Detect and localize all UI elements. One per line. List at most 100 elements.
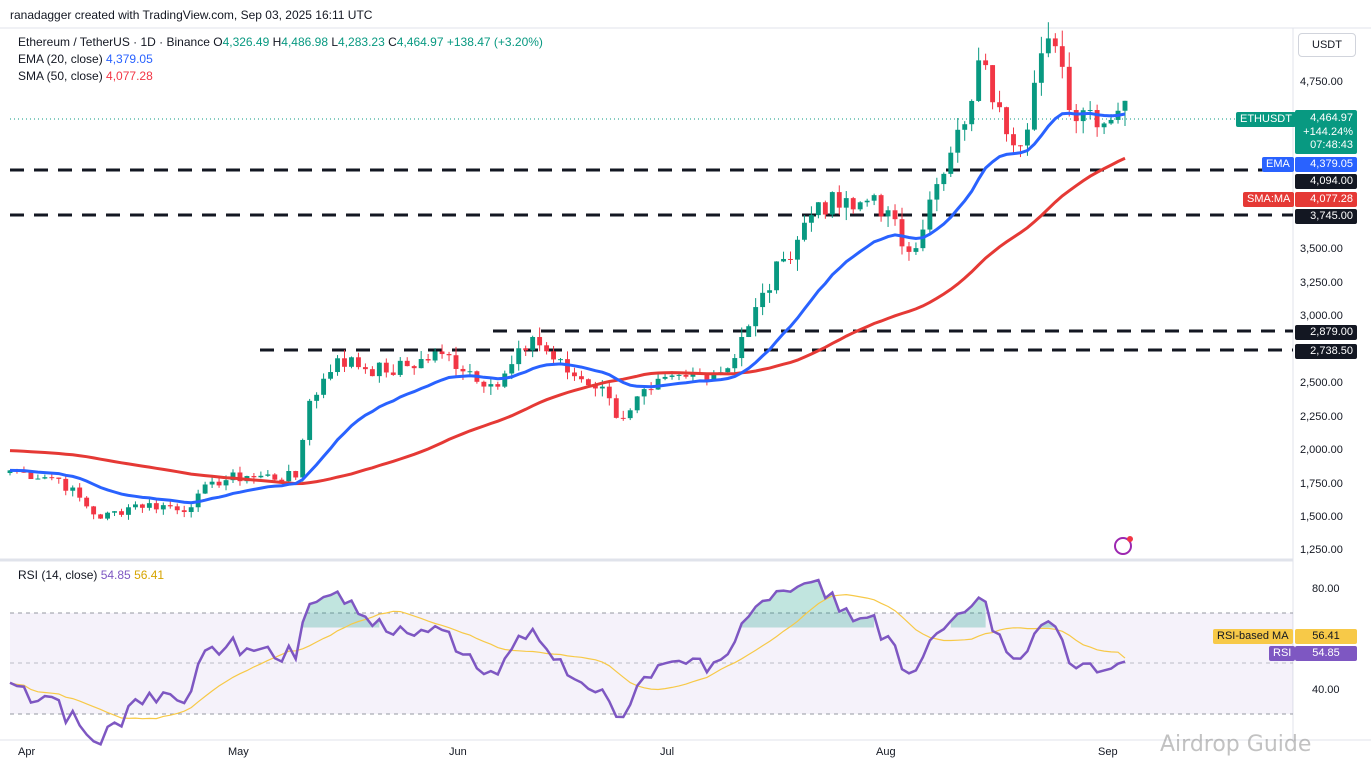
candle-body[interactable] xyxy=(934,184,940,200)
candle-body[interactable] xyxy=(42,477,48,479)
candle-body[interactable] xyxy=(788,258,793,260)
candle-body[interactable] xyxy=(230,472,236,481)
candle-body[interactable] xyxy=(711,374,717,382)
candle-body[interactable] xyxy=(119,511,124,515)
candle-body[interactable] xyxy=(634,396,640,411)
candle-body[interactable] xyxy=(84,497,90,507)
candle-body[interactable] xyxy=(892,210,898,220)
candle-body[interactable] xyxy=(153,503,159,510)
candle-body[interactable] xyxy=(962,124,968,130)
candle-body[interactable] xyxy=(223,480,229,486)
candle-body[interactable] xyxy=(397,360,403,375)
candle-body[interactable] xyxy=(209,481,215,485)
candle-body[interactable] xyxy=(871,195,877,201)
candle-body[interactable] xyxy=(77,487,83,498)
candle-body[interactable] xyxy=(181,510,187,513)
candle-body[interactable] xyxy=(509,364,515,374)
candle-body[interactable] xyxy=(850,198,856,210)
candle-body[interactable] xyxy=(990,65,996,103)
candle-body[interactable] xyxy=(265,474,271,476)
candle-body[interactable] xyxy=(1094,110,1100,128)
rsi-legend[interactable]: RSI (14, close) 54.85 56.41 xyxy=(18,568,164,582)
candle-body[interactable] xyxy=(544,345,550,352)
candle-body[interactable] xyxy=(885,210,891,217)
candle-body[interactable] xyxy=(864,200,870,203)
candle-body[interactable] xyxy=(585,379,591,386)
candle-body[interactable] xyxy=(1101,123,1107,128)
candle-body[interactable] xyxy=(704,372,710,382)
currency-button[interactable]: USDT xyxy=(1298,33,1356,57)
candle-body[interactable] xyxy=(21,471,27,473)
candle-body[interactable] xyxy=(216,481,222,486)
candle-body[interactable] xyxy=(258,475,264,478)
candle-body[interactable] xyxy=(627,410,633,419)
candle-body[interactable] xyxy=(174,506,180,511)
candle-body[interactable] xyxy=(857,202,863,210)
candle-body[interactable] xyxy=(558,359,563,361)
candle-body[interactable] xyxy=(1087,110,1093,112)
candle-body[interactable] xyxy=(836,192,842,208)
candle-body[interactable] xyxy=(774,261,780,291)
candle-body[interactable] xyxy=(328,372,334,379)
candle-body[interactable] xyxy=(251,476,257,478)
candle-body[interactable] xyxy=(669,375,675,377)
candle-body[interactable] xyxy=(237,472,243,482)
candle-body[interactable] xyxy=(516,348,522,365)
candle-body[interactable] xyxy=(488,384,494,387)
candle-body[interactable] xyxy=(132,504,138,508)
candle-body[interactable] xyxy=(760,292,766,308)
candle-body[interactable] xyxy=(795,239,800,260)
candle-body[interactable] xyxy=(390,372,396,375)
candle-body[interactable] xyxy=(460,368,466,372)
candle-body[interactable] xyxy=(523,348,529,351)
candle-body[interactable] xyxy=(620,417,626,419)
candle-body[interactable] xyxy=(613,398,619,418)
candle-body[interactable] xyxy=(146,503,152,508)
candle-body[interactable] xyxy=(1004,107,1009,135)
candle-body[interactable] xyxy=(1031,82,1037,130)
candle-body[interactable] xyxy=(815,202,821,216)
candle-body[interactable] xyxy=(467,371,473,373)
sma-50-line[interactable] xyxy=(9,156,1126,486)
candle-body[interactable] xyxy=(739,337,745,359)
flash-icon[interactable] xyxy=(1114,536,1133,555)
candle-body[interactable] xyxy=(829,192,835,215)
candle-body[interactable] xyxy=(683,374,689,377)
candle-body[interactable] xyxy=(899,219,905,247)
rsi-line[interactable] xyxy=(9,578,1126,746)
candle-body[interactable] xyxy=(955,129,961,153)
candle-body[interactable] xyxy=(404,360,410,367)
candle-body[interactable] xyxy=(439,351,445,355)
candle-body[interactable] xyxy=(878,195,884,217)
candle-body[interactable] xyxy=(425,359,431,361)
candle-body[interactable] xyxy=(808,215,814,223)
candle-body[interactable] xyxy=(927,199,933,230)
candle-body[interactable] xyxy=(599,386,605,389)
candle-body[interactable] xyxy=(732,358,738,369)
candle-body[interactable] xyxy=(1080,110,1086,122)
candle-body[interactable] xyxy=(753,307,759,327)
candle-body[interactable] xyxy=(167,505,173,507)
candle-body[interactable] xyxy=(781,258,786,262)
candle-body[interactable] xyxy=(202,484,208,494)
candle-body[interactable] xyxy=(676,374,682,376)
candle-body[interactable] xyxy=(70,487,76,491)
candle-body[interactable] xyxy=(342,358,347,367)
ema-20-line[interactable] xyxy=(9,111,1126,505)
candle-body[interactable] xyxy=(139,504,145,508)
ema-legend[interactable]: EMA (20, close) 4,379.05 xyxy=(18,52,153,66)
candle-body[interactable] xyxy=(537,337,543,346)
candle-body[interactable] xyxy=(355,357,361,368)
candle-body[interactable] xyxy=(35,478,41,480)
candle-body[interactable] xyxy=(1024,129,1030,146)
candle-body[interactable] xyxy=(592,385,598,389)
candle-body[interactable] xyxy=(56,477,62,479)
candle-body[interactable] xyxy=(49,477,55,479)
candle-body[interactable] xyxy=(767,290,773,293)
candle-body[interactable] xyxy=(1018,145,1023,147)
candle-body[interactable] xyxy=(98,514,104,519)
candle-body[interactable] xyxy=(272,474,278,480)
candle-body[interactable] xyxy=(453,355,459,369)
candle-body[interactable] xyxy=(105,512,111,519)
candle-body[interactable] xyxy=(432,351,438,361)
